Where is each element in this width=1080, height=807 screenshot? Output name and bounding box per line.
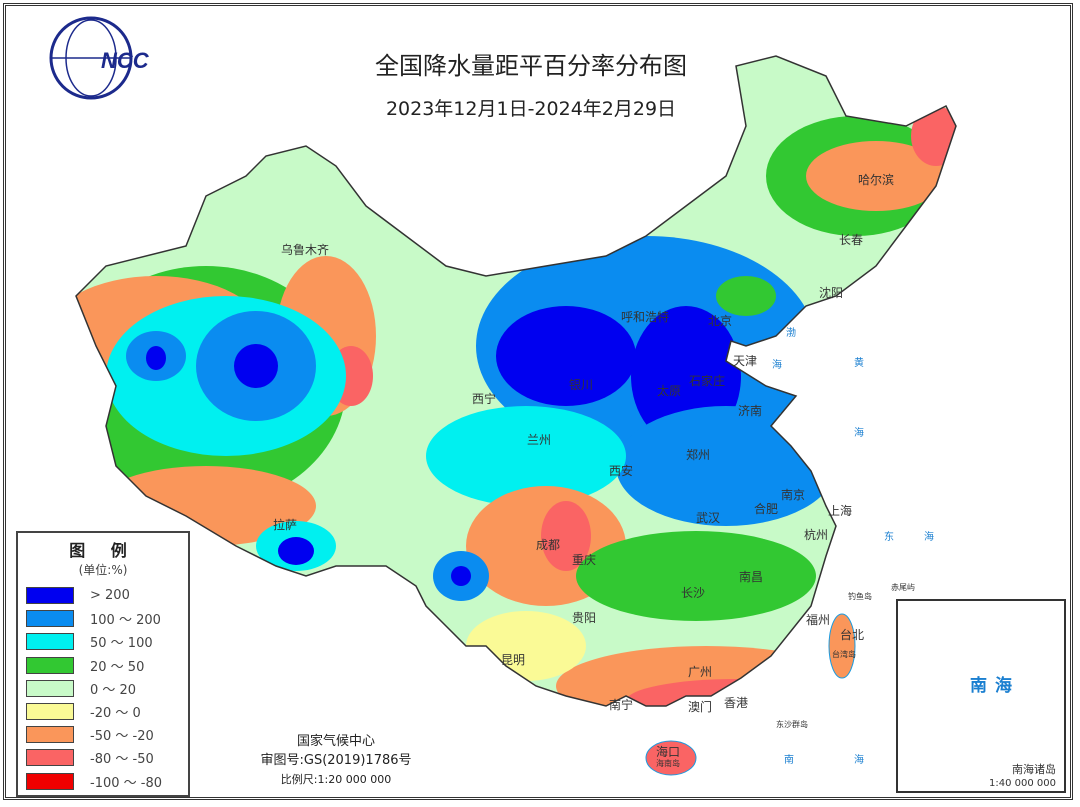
city-label: 乌鲁木齐 [281, 243, 330, 257]
legend-swatch [26, 749, 74, 767]
city-label: 杭州 [804, 528, 829, 542]
island-label: 东沙群岛 [776, 720, 808, 729]
island-label: 海南岛 [656, 759, 680, 768]
precipitation-anomaly-map: NCC [49, 16, 957, 776]
hainan-island [645, 740, 697, 776]
legend-swatch [26, 726, 74, 744]
city-label: 上海 [828, 504, 853, 518]
sea-label: 海 [854, 755, 864, 766]
legend-item: -50 ～ -20 [18, 723, 188, 746]
legend-item: -100 ～ -80 [18, 770, 188, 793]
legend-swatch [26, 656, 74, 674]
city-label: 长沙 [681, 586, 706, 600]
legend-swatch [26, 703, 74, 721]
city-label: 太原 [657, 384, 682, 398]
inset-sea-label: 南海 [970, 676, 1020, 696]
credits: 国家气候中心 审图号:GS(2019)1786号 比例尺:1:20 000 00… [236, 732, 436, 789]
city-label: 西安 [609, 464, 634, 478]
city-label: 台北 [840, 628, 865, 642]
legend-label: 50 ～ 100 [90, 636, 153, 652]
south-china-sea-inset: 南海 南海诸岛 1:40 000 000 [896, 599, 1066, 793]
city-label: 香港 [724, 696, 749, 710]
city-label: 南昌 [739, 570, 764, 584]
city-label: 重庆 [572, 553, 597, 567]
legend-swatch [26, 587, 74, 605]
city-label: 天津 [733, 354, 758, 368]
city-label: 银川 [569, 378, 594, 392]
city-label: 贵阳 [572, 611, 597, 625]
city-label: 广州 [688, 665, 713, 679]
legend-label: > 200 [90, 588, 130, 604]
legend-unit: (单位:%) [78, 563, 128, 577]
legend-label: 100 ～ 200 [90, 613, 161, 629]
legend-item: -80 ～ -50 [18, 746, 188, 769]
approval-number: 审图号:GS(2019)1786号 [260, 753, 412, 768]
legend-label: 0 ～ 20 [90, 682, 137, 698]
map-scale: 比例尺:1:20 000 000 [280, 773, 392, 786]
island-label: 钓鱼岛 [848, 592, 872, 601]
organization: 国家气候中心 [296, 734, 375, 749]
city-label: 合肥 [754, 502, 779, 516]
inset-scale: 1:40 000 000 [989, 778, 1056, 789]
legend-label: -50 ～ -20 [90, 729, 154, 745]
sea-label: 黄 [854, 358, 864, 369]
legend: 图 例 (单位:%) > 200 100 ～ 200 50 ～ 100 20 ～ 50… [16, 531, 190, 797]
legend-label: 20 ～ 50 [90, 659, 145, 675]
city-label: 郑州 [686, 448, 711, 462]
legend-swatch [26, 772, 74, 790]
city-label: 石家庄 [689, 374, 726, 388]
sea-label: 南 [784, 755, 794, 766]
legend-label: -20 ～ 0 [90, 706, 141, 722]
legend-item: 100 ～ 200 [18, 607, 188, 630]
city-label: 福州 [806, 613, 831, 627]
map-title: 全国降水量距平百分率分布图 [375, 52, 687, 80]
city-label: 澳门 [688, 700, 713, 714]
legend-label: -80 ～ -50 [90, 752, 154, 768]
legend-item: 50 ～ 100 [18, 630, 188, 653]
legend-swatch [26, 679, 74, 697]
city-label: 长春 [839, 233, 864, 247]
island-label: 台湾岛 [832, 650, 856, 659]
city-label: 哈尔滨 [858, 173, 895, 187]
ncc-logo: NCC [49, 16, 150, 100]
city-label: 成都 [536, 538, 561, 552]
map-figure: NCC 全国降水量距平百分率分布图 2023年12月1日-2024年2月29日 … [3, 3, 1073, 800]
city-label: 兰州 [527, 433, 552, 447]
city-label: 武汉 [696, 511, 721, 525]
legend-item: -20 ～ 0 [18, 700, 188, 723]
sea-label: 东 [884, 532, 894, 543]
svg-text:NCC: NCC [101, 48, 150, 73]
sea-label: 海 [854, 428, 864, 439]
city-label: 呼和浩特 [621, 310, 670, 324]
legend-item: 20 ～ 50 [18, 654, 188, 677]
legend-swatch [26, 610, 74, 628]
legend-label: -100 ～ -80 [90, 775, 163, 791]
city-label: 南京 [781, 488, 806, 502]
legend-item: > 200 [18, 584, 188, 607]
city-label: 拉萨 [273, 518, 298, 532]
legend-swatch [26, 633, 74, 651]
sea-label: 海 [924, 532, 934, 543]
city-label: 沈阳 [819, 286, 844, 300]
city-label: 济南 [738, 404, 763, 418]
city-label: 北京 [708, 314, 733, 328]
city-label: 海口 [656, 745, 681, 759]
legend-title: 图 例 [69, 541, 137, 560]
city-label: 西宁 [472, 392, 497, 406]
taiwan-island [828, 613, 856, 679]
sea-label: 渤 [786, 328, 796, 339]
island-label: 赤尾屿 [891, 583, 915, 592]
legend-item: 0 ～ 20 [18, 677, 188, 700]
city-label: 南宁 [609, 698, 634, 712]
city-label: 昆明 [501, 653, 526, 667]
sea-label: 海 [772, 360, 782, 371]
map-period: 2023年12月1日-2024年2月29日 [385, 98, 677, 120]
inset-islands-label: 南海诸岛 [1012, 763, 1056, 776]
